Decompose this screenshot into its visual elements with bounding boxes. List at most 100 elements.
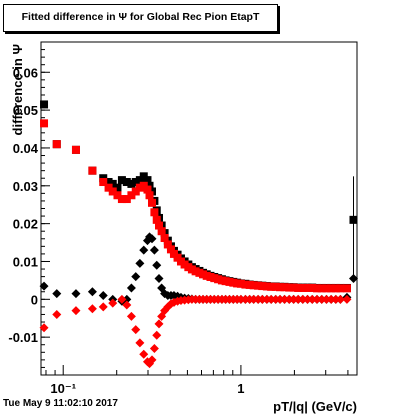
data-point [280, 294, 290, 304]
data-point [108, 298, 118, 308]
series-2 [40, 119, 351, 293]
data-point [122, 178, 131, 187]
data-point [135, 338, 145, 348]
data-point [131, 178, 140, 187]
data-point [285, 283, 294, 292]
data-point [99, 178, 108, 187]
data-point [289, 283, 298, 292]
x-tick-label: 1 [237, 381, 244, 396]
data-point [126, 311, 136, 321]
data-point [241, 280, 250, 289]
data-point [335, 294, 345, 304]
chart-title-box: Fitted difference in Ψ for Global Rec Pi… [3, 4, 278, 32]
data-point [254, 281, 263, 290]
data-point [117, 294, 127, 304]
chart-title: Fitted difference in Ψ for Global Rec Pi… [21, 11, 260, 23]
data-point [298, 283, 307, 292]
data-point [266, 294, 276, 304]
data-point [122, 294, 132, 304]
data-point [331, 294, 341, 304]
data-point [166, 245, 175, 254]
data-point [342, 294, 352, 304]
data-point [307, 294, 317, 304]
data-point [98, 291, 108, 301]
data-point [108, 179, 117, 188]
data-point [308, 283, 317, 292]
data-point [276, 283, 285, 292]
data-point [40, 119, 49, 128]
data-point [271, 282, 280, 291]
data-point [312, 294, 322, 304]
y-tick-label: 0 [31, 292, 38, 307]
data-point [149, 344, 159, 354]
data-point [131, 325, 141, 335]
data-point [148, 198, 157, 207]
data-point [163, 240, 172, 249]
data-point [267, 282, 276, 291]
data-point [71, 306, 81, 316]
data-point [317, 284, 326, 293]
data-point [245, 280, 254, 289]
data-point [87, 287, 97, 297]
data-point [157, 227, 166, 236]
data-point [104, 183, 113, 192]
y-tick-label: 0.01 [13, 254, 38, 269]
data-point [154, 319, 164, 329]
data-point [152, 215, 161, 224]
x-axis-label: pT/|q| (GeV/c) [273, 399, 357, 414]
data-point [303, 283, 312, 292]
data-point [313, 284, 322, 293]
timestamp: Tue May 9 11:02:10 2017 [3, 398, 118, 409]
data-point [303, 294, 313, 304]
data-marks [39, 100, 358, 369]
data-point [293, 294, 303, 304]
y-tick-label: 0.03 [13, 179, 38, 194]
data-point [331, 284, 340, 293]
data-point [327, 284, 336, 293]
data-point [336, 284, 345, 293]
data-point [262, 282, 271, 291]
data-point [52, 140, 61, 149]
data-point [113, 183, 122, 192]
data-point [127, 191, 136, 200]
data-point [152, 330, 162, 340]
data-point [257, 294, 267, 304]
data-point [326, 294, 336, 304]
data-point [258, 282, 267, 291]
data-point [139, 349, 149, 359]
axes: -0.01 0 0.01 0.02 0.03 0.04 0.05 0.06 10⁻¹ 1 [8, 49, 349, 396]
data-point [155, 221, 164, 230]
data-point [88, 166, 97, 175]
y-axis-label: difference in Ψ [10, 44, 25, 135]
data-point [71, 145, 80, 154]
data-point [143, 185, 152, 194]
data-point [149, 245, 159, 255]
series-4 [39, 294, 352, 369]
data-point [342, 284, 351, 293]
data-point [317, 294, 327, 304]
y-tick-label: 0.04 [13, 141, 39, 156]
data-point [349, 215, 358, 224]
data-point [117, 176, 126, 185]
data-point [294, 283, 303, 292]
series-1 [40, 100, 358, 292]
data-point [275, 294, 285, 304]
data-point [52, 289, 62, 299]
data-point [321, 294, 331, 304]
data-point [122, 195, 131, 204]
data-point [122, 300, 132, 310]
y-tick-label: -0.01 [8, 330, 38, 345]
data-point [40, 100, 49, 109]
data-point [104, 178, 113, 187]
data-point [52, 309, 62, 319]
data-point [322, 284, 331, 293]
data-point [280, 283, 289, 292]
data-point [131, 187, 140, 196]
data-point [236, 279, 245, 288]
data-point [39, 281, 49, 291]
data-point [147, 355, 157, 365]
plot-frame [40, 41, 358, 376]
data-point [152, 260, 162, 270]
y-tick-label: 0.02 [13, 217, 38, 232]
